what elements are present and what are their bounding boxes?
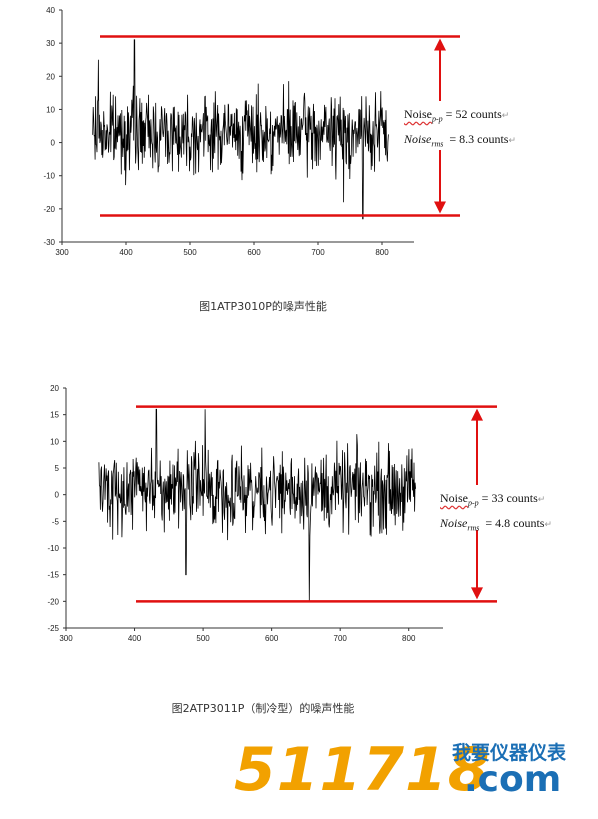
pp-arrow-head-up <box>434 38 446 51</box>
y-tick-label: -10 <box>43 172 55 181</box>
x-tick-label: 800 <box>375 248 389 257</box>
y-tick-label: -25 <box>47 624 59 633</box>
x-tick-label: 700 <box>334 634 348 643</box>
noise-pp-value: = 33 counts <box>481 491 538 505</box>
noise-pp-label: Noise <box>404 107 432 121</box>
y-tick-label: 15 <box>50 411 59 420</box>
pp-arrow-head-down <box>434 201 446 214</box>
pp-arrow-head-down <box>471 587 483 600</box>
y-tick-label: -20 <box>43 205 55 214</box>
x-tick-label: 300 <box>55 248 69 257</box>
y-tick-label: 30 <box>46 39 55 48</box>
watermark-chinese: 我要仪器仪表 <box>452 742 567 764</box>
noise-rms-label: Noise <box>440 516 468 531</box>
x-tick-label: 800 <box>402 634 416 643</box>
watermark-com: .com <box>464 759 562 800</box>
y-tick-label: 20 <box>46 72 55 81</box>
noise-annotation-2: Noisep-p = 33 counts↵ Noiserms = 4.8 cou… <box>440 491 553 533</box>
noise-chart-2: -25 -20 -15 -10 -5 0 5 10 15 20 300 400 500 600 700 800 <box>47 384 497 643</box>
noise-pp-sub: p-p <box>432 114 443 124</box>
x-tick-label: 600 <box>265 634 279 643</box>
y-tick-label: 0 <box>51 139 56 148</box>
y-tick-label: 5 <box>55 464 60 473</box>
y-tick-label: -5 <box>52 517 60 526</box>
figure-caption-2: 图2ATP3011P（制冷型）的噪声性能 <box>171 702 355 715</box>
y-tick-label: -10 <box>47 544 59 553</box>
x-tick-label: 300 <box>59 634 73 643</box>
y-tick-label: -15 <box>47 571 59 580</box>
x-tick-label: 400 <box>128 634 142 643</box>
y-tick-label: 0 <box>55 491 60 500</box>
y-tick-label: -30 <box>43 238 55 247</box>
noise-rms-sub: rms <box>467 523 480 533</box>
noise-chart-1: -30 -20 -10 0 10 20 30 40 300 400 500 600 700 800 <box>43 6 460 257</box>
y-tick-label: 10 <box>50 437 59 446</box>
x-tick-label: 700 <box>311 248 325 257</box>
pp-arrow-head-up <box>471 408 483 421</box>
y-tick-label: 20 <box>50 384 59 393</box>
noise-pp-value: = 52 counts <box>445 107 502 121</box>
x-tick-label: 500 <box>196 634 210 643</box>
noise-rms-value: = 8.3 counts <box>449 132 509 147</box>
noise-rms-value: = 4.8 counts <box>485 516 545 531</box>
figure-caption-1: 图1ATP3010P的噪声性能 <box>199 300 327 313</box>
y-tick-label: 40 <box>46 6 55 15</box>
noise-trace <box>92 39 389 220</box>
noise-pp-sub: p-p <box>468 498 479 508</box>
noise-rms-label: Noise <box>404 132 432 147</box>
site-watermark: 511718 我要仪器仪表 .com <box>234 735 594 819</box>
noise-rms-sub: rms <box>431 139 444 149</box>
y-tick-label: 10 <box>46 105 55 114</box>
watermark-digits: 511718 <box>234 735 491 805</box>
y-tick-label: -20 <box>47 597 59 606</box>
noise-trace <box>98 408 416 602</box>
x-tick-label: 500 <box>183 248 197 257</box>
noise-pp-label: Noise <box>440 491 468 505</box>
noise-annotation-1: Noisep-p = 52 counts↵ Noiserms = 8.3 cou… <box>404 107 517 149</box>
x-tick-label: 400 <box>119 248 133 257</box>
x-tick-label: 600 <box>247 248 261 257</box>
